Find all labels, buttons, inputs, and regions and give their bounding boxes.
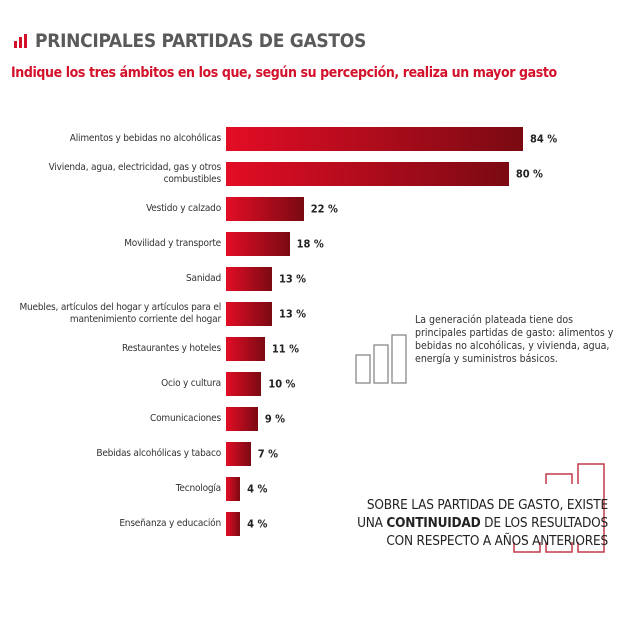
conclusion-emphasis: CONTINUIDAD [386,515,481,531]
outline-bars-red-icon [513,463,605,553]
value-label: 18 % [296,237,324,251]
bar [226,162,509,186]
value-label: 10 % [268,377,296,391]
value-label: 7 % [257,447,278,461]
conclusion-line-2-post: DE LOS RESULTADOS [480,515,608,531]
category-label: Bebidas alcohólicas y tabaco [96,448,221,459]
page-title: PRINCIPALES PARTIDAS DE GASTOS [14,30,366,52]
bar [226,127,523,151]
category-label: Ocio y cultura [161,378,221,389]
bar [226,442,251,466]
value-label: 4 % [247,482,268,496]
value-label: 80 % [515,167,543,181]
conclusion-line-1: SOBRE LAS PARTIDAS DE GASTO, EXISTE [366,497,608,513]
outline-bars-icon [355,334,407,384]
value-label: 13 % [278,307,307,321]
value-label: 11 % [271,342,300,356]
bar-chart-icon [14,34,27,48]
value-label: 13 % [278,272,307,286]
value-label: 9 % [264,412,286,426]
bar [226,197,304,221]
bar [226,232,290,256]
bar [226,372,262,396]
value-label: 22 % [310,202,338,216]
title-text: PRINCIPALES PARTIDAS DE GASTOS [35,30,366,52]
category-label: Tecnología [175,483,221,494]
value-label: 84 % [530,132,558,146]
conclusion-line-3: CON RESPECTO A AÑOS ANTERIORES [386,533,608,549]
category-label: Sanidad [186,273,221,284]
category-label: Vestido y calzado [146,203,221,214]
conclusion-line-2-pre: UNA [357,515,387,531]
note-text: La generación plateada tiene dos princip… [415,314,614,365]
bar [226,267,272,291]
category-label: Vivienda, agua, electricidad, gas y otro… [48,162,222,185]
category-label: Alimentos y bebidas no alcohólicas [69,133,221,144]
conclusion-text: SOBRE LAS PARTIDAS DE GASTO, EXISTE UNA … [357,496,608,550]
category-label: Enseñanza y educación [119,518,221,529]
bar [226,407,258,431]
category-label: Comunicaciones [150,413,221,424]
subtitle: Indique los tres ámbitos en los que, seg… [11,65,557,81]
bar [226,477,241,501]
bar [226,512,241,536]
conclusion-line-2: UNA CONTINUIDAD DE LOS RESULTADOS [357,514,608,532]
category-label: Restaurantes y hoteles [121,343,221,354]
bar [226,337,265,361]
category-label: Muebles, artículos del hogar y artículos… [19,302,221,325]
value-label: 4 % [247,517,268,531]
category-label: Movilidad y transporte [124,238,221,249]
bar [226,302,272,326]
